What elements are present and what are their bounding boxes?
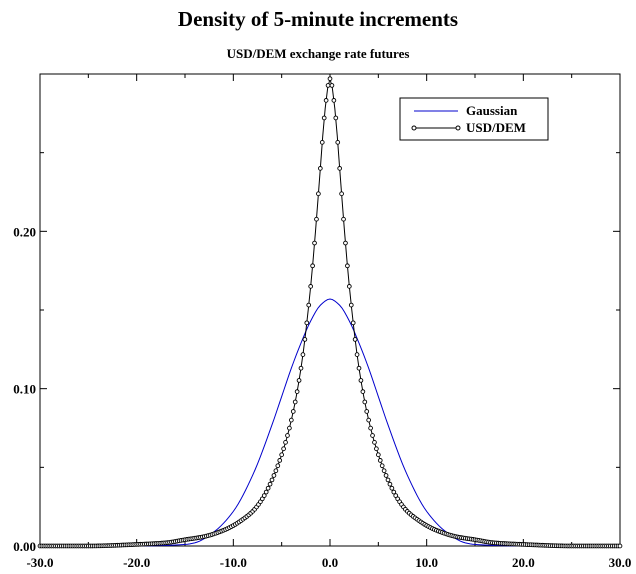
series-marker-usd-dem (337, 166, 343, 171)
series-marker-usd-dem (310, 263, 315, 269)
series-marker-usd-dem (329, 83, 335, 88)
series-marker-usd-dem (312, 240, 317, 246)
series-marker-usd-dem (374, 446, 379, 452)
series-marker-usd-dem (325, 83, 331, 88)
series-marker-usd-dem (368, 425, 373, 431)
series-marker-usd-dem (300, 352, 306, 357)
series-marker-usd-dem (383, 473, 389, 478)
series-marker-usd-dem (306, 302, 312, 308)
series-marker-usd-dem (321, 115, 327, 121)
series-marker-usd-dem (323, 98, 329, 103)
series-marker-usd-dem (356, 365, 362, 371)
axis-ticks (39, 73, 621, 547)
series-marker-usd-dem (366, 417, 372, 423)
plot-frame (39, 73, 621, 547)
series-marker-usd-dem (391, 489, 397, 495)
series-marker-usd-dem (287, 425, 292, 431)
series-marker-usd-dem (294, 389, 300, 394)
series-marker-usd-dem (364, 409, 370, 414)
series-marker-usd-dem (331, 98, 337, 103)
legend-marker-usd-dem-right (455, 125, 461, 131)
series-marker-usd-dem (385, 477, 391, 483)
series-marker-usd-dem (292, 399, 298, 405)
series-marker-usd-dem (283, 440, 288, 445)
series-marker-usd-dem (333, 115, 339, 121)
series-marker-usd-dem (352, 337, 358, 342)
series-marker-usd-dem (314, 216, 319, 222)
legend-box (399, 97, 549, 141)
y-tick-label: 0.00 (13, 539, 36, 554)
series-marker-usd-dem (354, 352, 360, 357)
series-marker-usd-dem (350, 320, 356, 326)
series-marker-usd-dem (304, 320, 310, 326)
series-marker-usd-dem (379, 463, 385, 469)
y-tick-label: 0.20 (13, 224, 36, 239)
series-marker-usd-dem (362, 399, 368, 405)
series-marker-usd-dem (343, 240, 348, 246)
series-markers (37, 76, 623, 549)
series-marker-usd-dem (335, 140, 341, 145)
series-marker-usd-dem (271, 473, 277, 478)
series-marker-usd-dem (298, 365, 304, 371)
x-tick-label: 10.0 (415, 555, 438, 570)
series-marker-usd-dem (279, 452, 285, 458)
series-marker-usd-dem (273, 468, 279, 474)
legend-label-gaussian: Gaussian (466, 103, 518, 118)
x-tick-label: -30.0 (26, 555, 53, 570)
legend-marker-usd-dem-left (411, 125, 417, 131)
series-marker-usd-dem (360, 389, 366, 394)
legend: Gaussian USD/DEM (399, 97, 549, 141)
series-marker-usd-dem (319, 140, 325, 145)
series-marker-usd-dem (389, 485, 395, 491)
series-marker-usd-dem (346, 284, 352, 289)
series-marker-usd-dem (348, 302, 354, 308)
series-marker-usd-dem (375, 452, 381, 458)
series-lines (40, 78, 620, 547)
series-marker-usd-dem (381, 468, 387, 474)
series-line-usd-dem (40, 78, 620, 547)
series-marker-usd-dem (302, 337, 308, 342)
series-marker-usd-dem (281, 446, 286, 452)
series-marker-usd-dem (370, 433, 375, 438)
legend-label-usd-dem: USD/DEM (466, 120, 526, 135)
plot-area-border (39, 73, 621, 547)
series-marker-usd-dem (263, 489, 269, 495)
x-tick-label: 30.0 (609, 555, 632, 570)
chart-subtitle: USD/DEM exchange rate futures (227, 46, 410, 61)
series-marker-usd-dem (269, 477, 275, 483)
y-tick-label: 0.10 (13, 382, 36, 397)
series-marker-usd-dem (358, 378, 364, 383)
series-line-gaussian (40, 298, 620, 547)
series-marker-usd-dem (316, 191, 321, 197)
series-marker-usd-dem (265, 485, 271, 491)
x-tick-label: -10.0 (220, 555, 247, 570)
series-marker-usd-dem (387, 481, 393, 487)
series-marker-usd-dem (372, 440, 377, 445)
series-marker-usd-dem (377, 458, 383, 463)
series-marker-usd-dem (308, 284, 314, 289)
series-marker-usd-dem (617, 543, 623, 549)
series-marker-usd-dem (339, 191, 344, 197)
x-tick-label: 20.0 (512, 555, 535, 570)
series-marker-usd-dem (317, 166, 323, 171)
series-marker-usd-dem (267, 481, 273, 487)
series-marker-usd-dem (327, 76, 333, 82)
series-marker-usd-dem (296, 378, 302, 383)
x-tick-label: 0.0 (322, 555, 338, 570)
series-marker-usd-dem (285, 433, 290, 438)
series-marker-usd-dem (345, 263, 350, 269)
axis-tick-labels: -30.0 -20.0 -10.0 0.0 10.0 20.0 30.0 0.00 0.10 0.… (13, 224, 631, 570)
series-marker-usd-dem (275, 463, 281, 469)
x-tick-label: -20.0 (123, 555, 150, 570)
series-marker-usd-dem (341, 216, 346, 222)
series-marker-usd-dem (288, 417, 294, 423)
chart-title: Density of 5-minute increments (178, 7, 458, 31)
series-marker-usd-dem (277, 458, 283, 463)
series-marker-usd-dem (290, 409, 296, 414)
series-marker-usd-dem (261, 493, 267, 498)
